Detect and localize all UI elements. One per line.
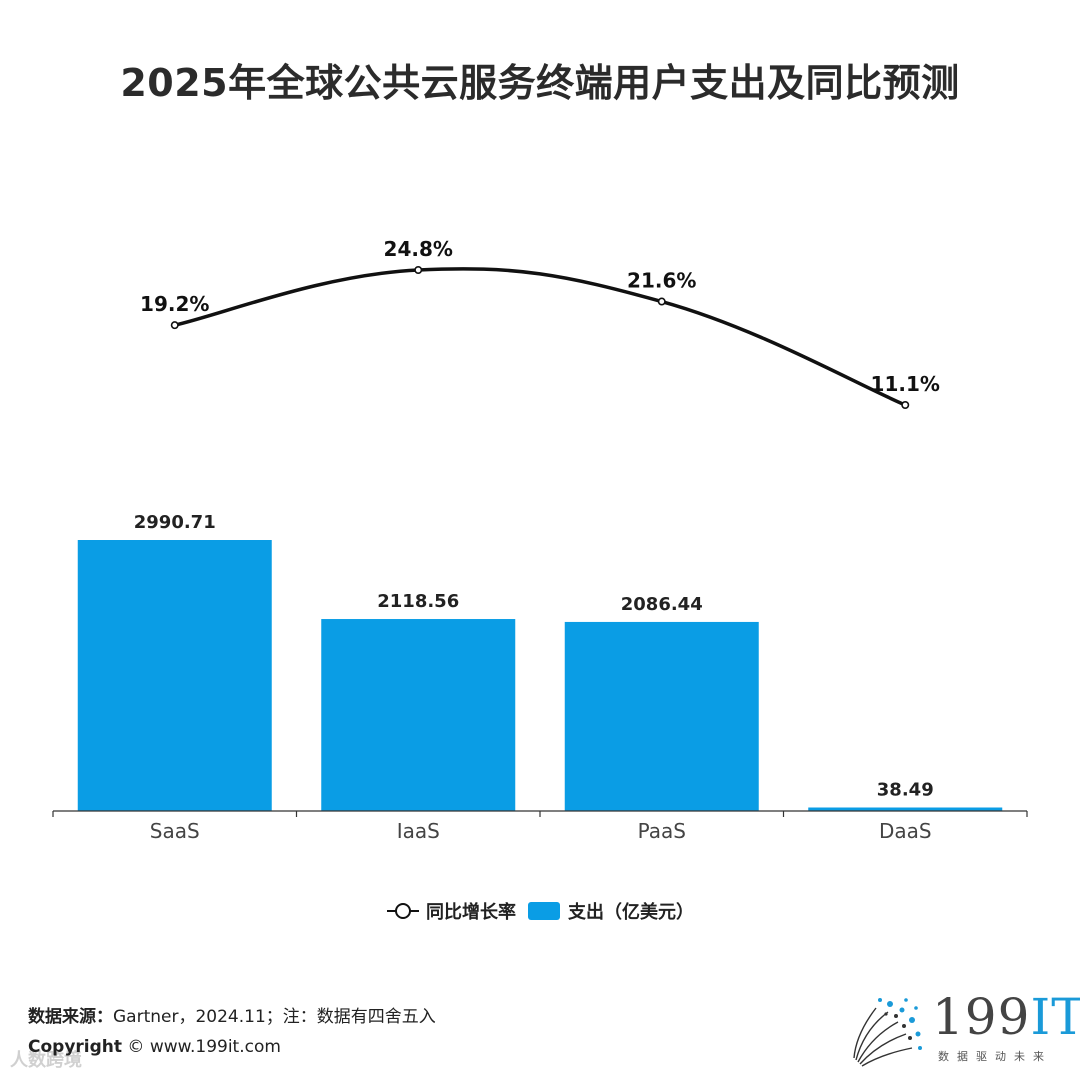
bar-value-label: 2086.44 (621, 594, 703, 615)
data-source: 数据来源：Gartner，2024.11；注：数据有四舍五入 (28, 1002, 436, 1027)
chart-legend: 同比增长率 支出（亿美元） (0, 898, 1080, 924)
copyright: Copyright © www.199it.com (28, 1037, 281, 1057)
bar-paas (564, 621, 759, 811)
source-text: Gartner，2024.11；注：数据有四舍五入 (113, 1007, 436, 1027)
bar-value-label: 2118.56 (377, 591, 459, 612)
logo-suffix: IT (1030, 988, 1080, 1046)
x-tick-label: IaaS (397, 819, 440, 843)
brand-logo: 199IT 数据驱动未来 (846, 988, 1080, 1070)
growth-line (174, 267, 906, 407)
copyright-text: © www.199it.com (127, 1037, 281, 1057)
growth-point (901, 400, 910, 409)
legend-item-growth: 同比增长率 (386, 898, 516, 924)
growth-value-label: 24.8% (384, 237, 453, 261)
bar-value-label: 2990.71 (134, 512, 216, 533)
growth-value-label: 21.6% (627, 269, 696, 293)
line-marker-icon (387, 903, 419, 919)
logo-mark-icon (853, 998, 922, 1067)
logo-tagline: 数据驱动未来 (938, 1050, 1052, 1063)
watermark: 人数跨境 (10, 1050, 82, 1071)
growth-point (657, 297, 666, 306)
x-tick-label: SaaS (150, 819, 200, 843)
x-tick-label: PaaS (638, 819, 686, 843)
growth-point (170, 321, 179, 330)
logo-text: 199IT (932, 988, 1080, 1046)
legend-item-spend: 支出（亿美元） (528, 898, 694, 924)
bar-daas (808, 807, 1003, 811)
growth-value-label: 11.1% (871, 372, 940, 396)
legend-label-spend: 支出（亿美元） (568, 902, 694, 923)
logo-number: 199 (932, 988, 1031, 1046)
x-tick-label: DaaS (879, 819, 932, 843)
legend-label-growth: 同比增长率 (426, 902, 516, 923)
chart-title: 2025年全球公共云服务终端用户支出及同比预测 (120, 61, 960, 105)
copyright-label: Copyright (28, 1037, 123, 1057)
bar-saas (77, 540, 272, 811)
bar-iaas (321, 619, 516, 811)
growth-point (414, 265, 423, 274)
bar-value-label: 38.49 (877, 780, 934, 801)
bar-swatch-icon (528, 902, 560, 920)
growth-value-label: 19.2% (140, 292, 209, 316)
source-label: 数据来源： (28, 1007, 113, 1027)
